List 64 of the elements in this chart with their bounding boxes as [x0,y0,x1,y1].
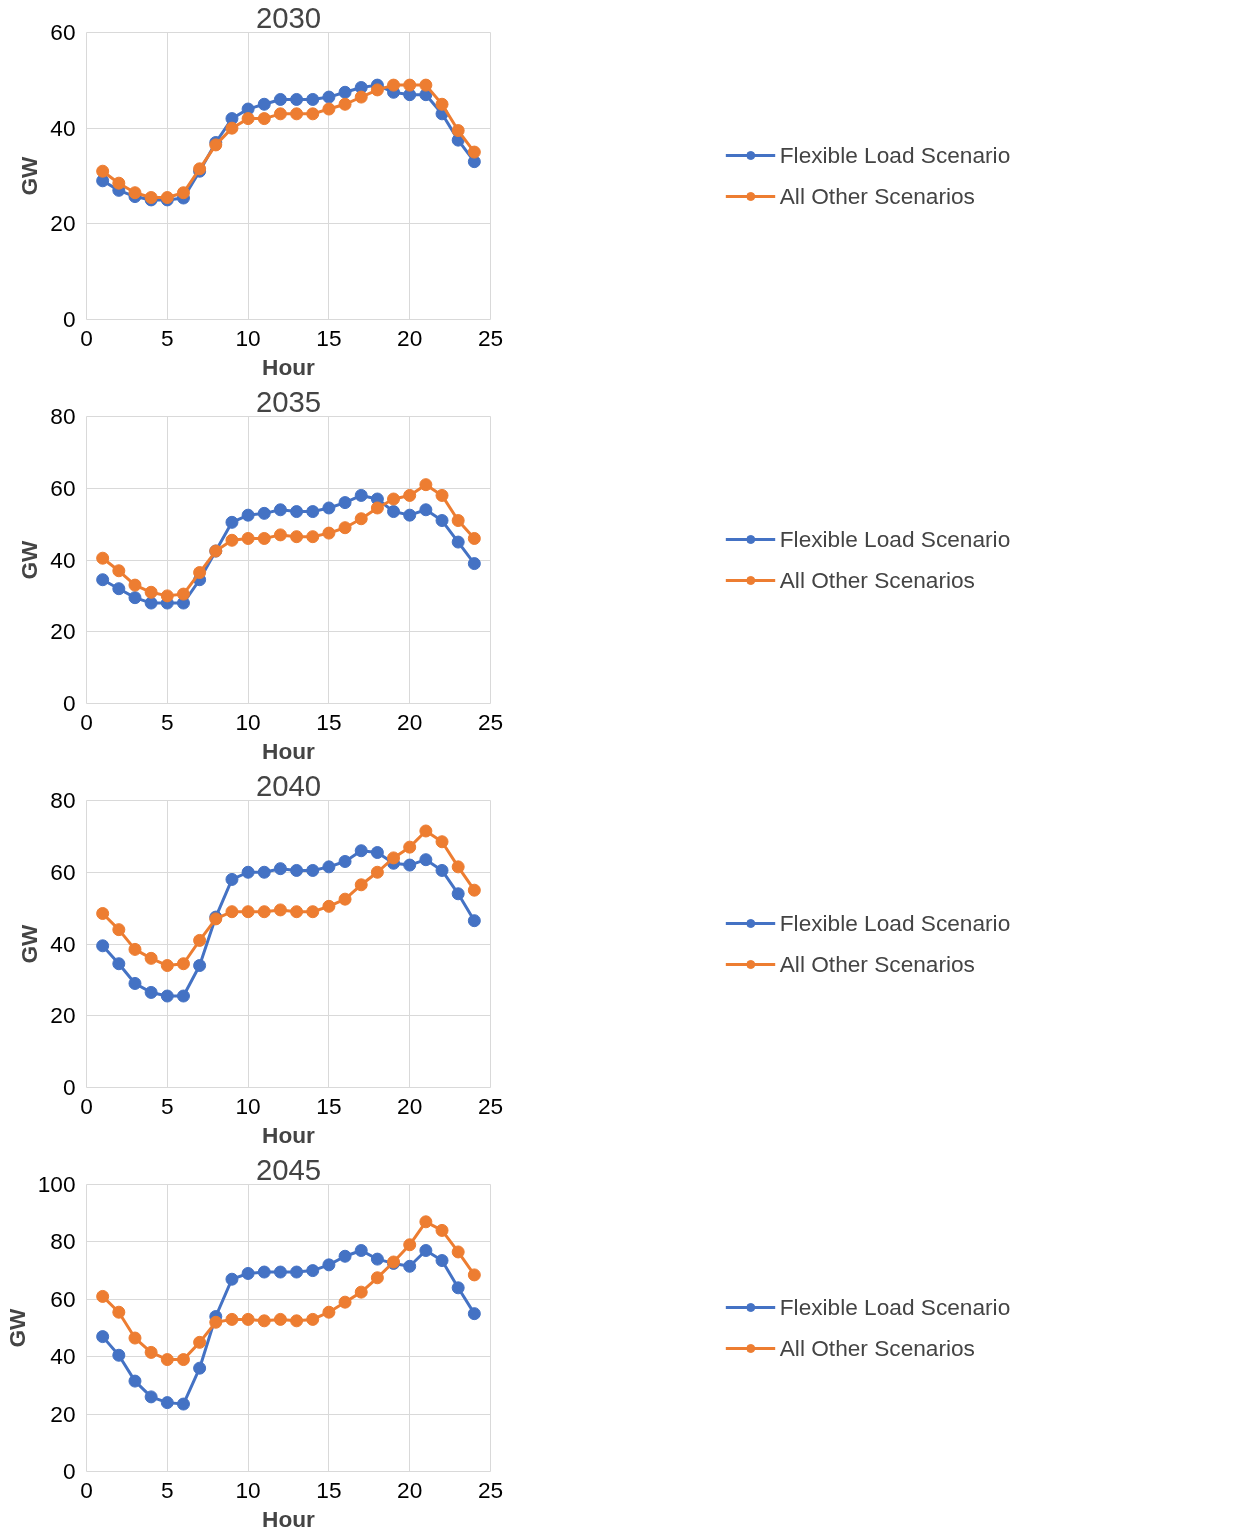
legend-label: All Other Scenarios [779,182,975,210]
x-tick-label: 0 [80,1092,93,1119]
y-axis-title: GW [16,923,43,964]
x-tick-label: 25 [477,708,504,735]
x-tick-label: 20 [397,708,423,735]
y-tick-label: 60 [50,19,76,45]
chart-title: 2030 [255,0,322,34]
legend-label: All Other Scenarios [779,950,975,978]
y-tick-label: 100 [37,1171,76,1197]
legend-label: All Other Scenarios [779,1334,975,1362]
y-tick-label: 20 [50,1002,76,1029]
x-axis-title: Hour [262,353,316,380]
x-tick-label: 5 [161,324,174,351]
x-tick-label: 15 [316,1476,342,1503]
x-tick-label: 0 [80,1476,93,1503]
y-tick-label: 0 [62,1458,76,1484]
chart-title: 2035 [255,384,322,418]
x-axis-title: Hour [262,737,316,764]
y-tick-label: 20 [50,1400,76,1427]
chart-title: 2045 [255,1152,322,1186]
x-axis-title: Hour [262,1121,316,1148]
x-tick-label: 10 [235,1092,261,1119]
y-tick-label: 0 [62,1074,76,1100]
x-tick-label: 0 [80,708,93,735]
x-tick-label: 20 [397,1092,423,1119]
x-tick-label: 10 [235,324,261,351]
y-tick-label: 40 [50,546,76,573]
y-tick-label: 0 [62,690,76,716]
y-tick-label: 40 [50,1343,76,1370]
y-tick-label: 20 [50,210,76,237]
y-tick-label: 40 [50,930,76,957]
x-axis-title: Hour [262,1505,316,1532]
x-tick-label: 15 [316,708,342,735]
x-tick-label: 10 [235,708,261,735]
y-tick-label: 60 [50,858,76,885]
legend-label: Flexible Load Scenario [779,909,1011,937]
x-tick-label: 15 [316,324,342,351]
x-tick-label: 25 [477,324,504,351]
y-axis-title: GW [16,539,43,580]
x-tick-label: 15 [316,1092,342,1119]
y-tick-label: 80 [50,1228,76,1255]
y-axis-title: GW [3,1307,30,1348]
y-tick-label: 80 [50,403,76,429]
x-tick-label: 5 [161,1476,174,1503]
y-axis-title: GW [16,155,43,196]
legend-label: Flexible Load Scenario [779,525,1011,553]
x-tick-label: 25 [477,1476,504,1503]
y-tick-label: 0 [62,306,76,332]
x-tick-label: 25 [477,1092,504,1119]
y-tick-label: 60 [50,1285,76,1312]
legend-label: Flexible Load Scenario [779,141,1011,169]
legend-label: All Other Scenarios [779,566,975,594]
legend-label: Flexible Load Scenario [779,1293,1011,1321]
x-tick-label: 5 [161,1092,174,1119]
y-tick-label: 20 [50,618,76,645]
x-tick-label: 20 [397,1476,423,1503]
y-tick-label: 40 [50,114,76,141]
x-tick-label: 0 [80,324,93,351]
x-tick-label: 10 [235,1476,261,1503]
y-tick-label: 80 [50,787,76,813]
chart-title: 2040 [255,768,322,802]
y-tick-label: 60 [50,474,76,501]
x-tick-label: 20 [397,324,423,351]
x-tick-label: 5 [161,708,174,735]
